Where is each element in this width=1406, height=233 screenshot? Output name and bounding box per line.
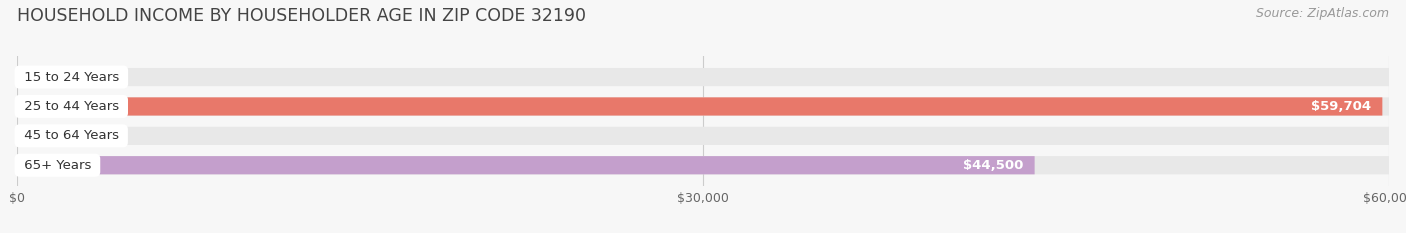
Text: 15 to 24 Years: 15 to 24 Years [20, 71, 124, 84]
FancyBboxPatch shape [17, 156, 1035, 174]
Text: $0: $0 [100, 129, 117, 142]
FancyBboxPatch shape [17, 68, 1389, 86]
Text: $59,704: $59,704 [1312, 100, 1371, 113]
Text: $0: $0 [100, 71, 117, 84]
FancyBboxPatch shape [17, 127, 83, 145]
Text: $44,500: $44,500 [963, 159, 1024, 172]
FancyBboxPatch shape [17, 97, 1382, 116]
FancyBboxPatch shape [17, 156, 1389, 174]
Text: 65+ Years: 65+ Years [20, 159, 96, 172]
FancyBboxPatch shape [17, 97, 1389, 116]
FancyBboxPatch shape [17, 68, 83, 86]
FancyBboxPatch shape [17, 127, 1389, 145]
Text: 45 to 64 Years: 45 to 64 Years [20, 129, 122, 142]
Text: Source: ZipAtlas.com: Source: ZipAtlas.com [1256, 7, 1389, 20]
Text: 25 to 44 Years: 25 to 44 Years [20, 100, 122, 113]
Text: HOUSEHOLD INCOME BY HOUSEHOLDER AGE IN ZIP CODE 32190: HOUSEHOLD INCOME BY HOUSEHOLDER AGE IN Z… [17, 7, 586, 25]
